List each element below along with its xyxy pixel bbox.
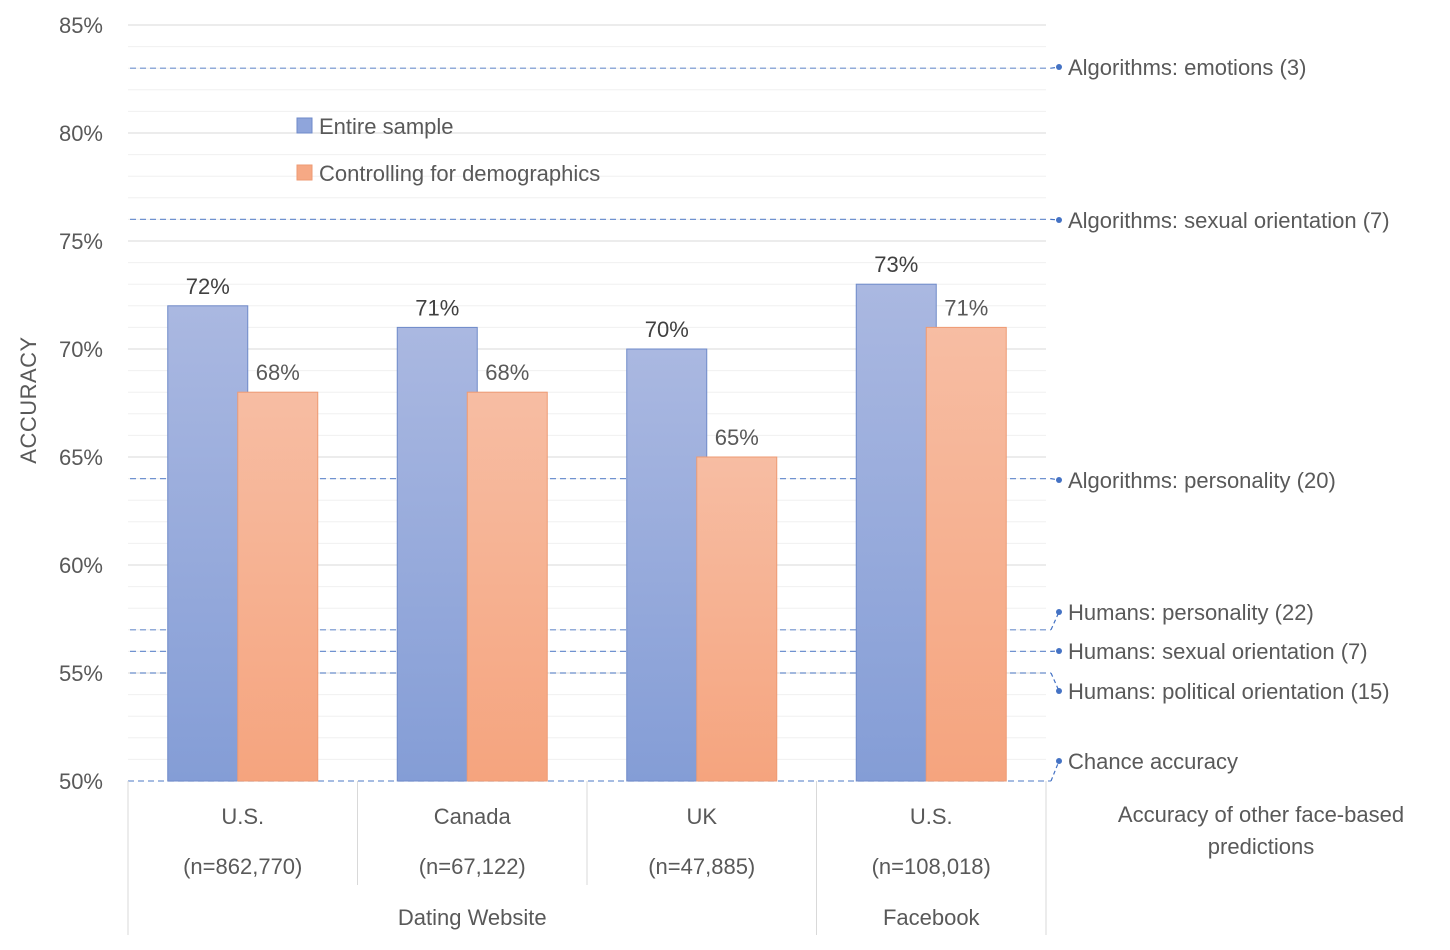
category-label: Canada — [434, 804, 512, 829]
reference-leader-line — [1050, 66, 1060, 69]
category-label: UK — [686, 804, 717, 829]
reference-label: Algorithms: sexual orientation (7) — [1068, 208, 1390, 233]
axes: ACCURACY 50% 55% 60% 65% 70% 75% 80% 85% — [16, 13, 103, 794]
reference-section-title: predictions — [1208, 834, 1314, 859]
data-label: 68% — [256, 360, 300, 385]
legend-swatch — [296, 117, 313, 134]
bar-entire-sample — [626, 348, 708, 782]
data-label: 65% — [715, 425, 759, 450]
category-label: U.S. — [910, 804, 953, 829]
reference-marker-dot — [1056, 688, 1062, 694]
legend-label: Controlling for demographics — [319, 161, 600, 186]
y-tick-label: 50% — [59, 769, 103, 794]
data-label: 71% — [944, 295, 988, 320]
reference-leader-line — [1050, 478, 1060, 481]
data-labels: 72% 68% 71% 68% 70% 65% 73% 71% — [186, 252, 989, 450]
reference-section-title: Accuracy of other face-based — [1118, 802, 1404, 827]
category-sample-size: (n=108,018) — [872, 854, 991, 879]
reference-marker-dot — [1056, 648, 1062, 654]
bar-controlling-demographics — [237, 391, 319, 782]
reference-marker-dot — [1056, 64, 1062, 70]
bars — [167, 283, 1007, 782]
data-label: 71% — [415, 295, 459, 320]
legend: Entire sample Controlling for demographic… — [296, 114, 600, 186]
y-tick-label: 75% — [59, 229, 103, 254]
reference-labels: Algorithms: emotions (3) Algorithms: sexu… — [1068, 55, 1390, 774]
data-label: 72% — [186, 274, 230, 299]
category-sample-size: (n=862,770) — [183, 854, 302, 879]
bar-controlling-demographics — [925, 326, 1007, 782]
y-tick-label: 60% — [59, 553, 103, 578]
reference-leader-line — [1050, 218, 1060, 221]
bar-entire-sample — [855, 283, 937, 782]
reference-label: Humans: personality (22) — [1068, 600, 1314, 625]
category-sample-size: (n=67,122) — [419, 854, 526, 879]
data-label: 68% — [485, 360, 529, 385]
reference-label: Algorithms: emotions (3) — [1068, 55, 1306, 80]
reference-leader-line — [1050, 611, 1060, 631]
legend-label: Entire sample — [319, 114, 454, 139]
category-axis: U.S. (n=862,770) Canada (n=67,122) UK (n=47,8… — [127, 781, 1404, 935]
reference-label: Chance accuracy — [1068, 749, 1238, 774]
reference-label: Humans: sexual orientation (7) — [1068, 639, 1368, 664]
reference-marker-dot — [1056, 758, 1062, 764]
bar-entire-sample — [167, 305, 249, 782]
category-label: U.S. — [221, 804, 264, 829]
reference-label: Humans: political orientation (15) — [1068, 679, 1390, 704]
group-label: Dating Website — [398, 905, 547, 930]
y-tick-label: 70% — [59, 337, 103, 362]
legend-swatch — [296, 164, 313, 181]
bar-controlling-demographics — [466, 391, 548, 782]
group-label: Facebook — [883, 905, 981, 930]
bar-entire-sample — [396, 326, 478, 782]
reference-marker-dot — [1056, 609, 1062, 615]
data-label: 70% — [645, 317, 689, 342]
reference-leader-line — [1050, 672, 1060, 692]
bar-controlling-demographics — [696, 456, 778, 782]
reference-marker-dot — [1056, 217, 1062, 223]
y-axis-title: ACCURACY — [16, 336, 41, 463]
data-label: 73% — [874, 252, 918, 277]
y-tick-label: 85% — [59, 13, 103, 38]
reference-marker-dot — [1056, 477, 1062, 483]
y-tick-label: 80% — [59, 121, 103, 146]
y-tick-label: 55% — [59, 661, 103, 686]
reference-leader-line — [1050, 760, 1060, 782]
category-sample-size: (n=47,885) — [648, 854, 755, 879]
reference-label: Algorithms: personality (20) — [1068, 468, 1336, 493]
y-tick-label: 65% — [59, 445, 103, 470]
